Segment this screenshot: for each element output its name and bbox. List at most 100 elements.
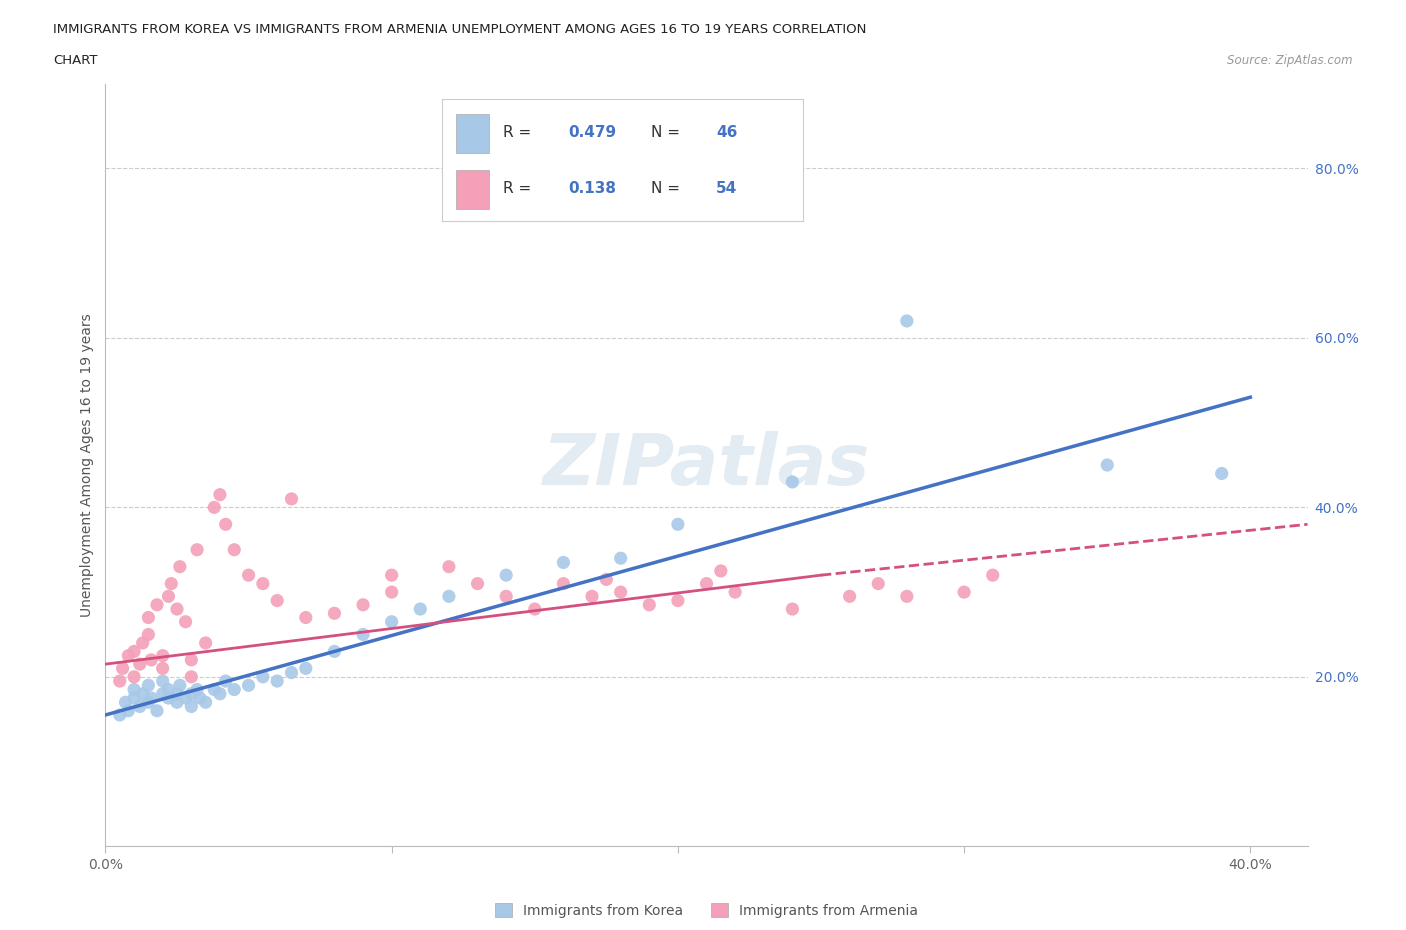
Point: [868, 577, 890, 591]
Point: [146, 703, 169, 718]
Point: [224, 682, 246, 697]
Text: ZIPatlas: ZIPatlas: [543, 431, 870, 499]
Point: [495, 589, 517, 604]
Point: [180, 670, 202, 684]
Point: [194, 635, 217, 650]
Legend: Immigrants from Korea, Immigrants from Armenia: Immigrants from Korea, Immigrants from A…: [495, 903, 918, 918]
Point: [146, 597, 169, 612]
Point: [128, 657, 150, 671]
Point: [131, 635, 153, 650]
Point: [252, 670, 274, 684]
Point: [437, 559, 460, 574]
Point: [122, 682, 145, 697]
Point: [782, 474, 804, 489]
Point: [128, 699, 150, 714]
Point: [553, 577, 575, 591]
Point: [180, 699, 202, 714]
Point: [595, 572, 617, 587]
Point: [352, 627, 374, 642]
Point: [238, 567, 260, 582]
Point: [141, 691, 163, 706]
Text: IMMIGRANTS FROM KOREA VS IMMIGRANTS FROM ARMENIA UNEMPLOYMENT AMONG AGES 16 TO 1: IMMIGRANTS FROM KOREA VS IMMIGRANTS FROM…: [53, 23, 868, 36]
Point: [553, 555, 575, 570]
Point: [166, 686, 188, 701]
Point: [838, 589, 860, 604]
Point: [138, 627, 160, 642]
Point: [202, 682, 225, 697]
Point: [138, 678, 160, 693]
Point: [180, 653, 202, 668]
Point: [117, 648, 139, 663]
Point: [214, 517, 236, 532]
Point: [152, 648, 174, 663]
Point: [666, 593, 689, 608]
Point: [437, 589, 460, 604]
Point: [467, 577, 489, 591]
Point: [238, 678, 260, 693]
Point: [174, 615, 197, 630]
Point: [953, 585, 976, 600]
Y-axis label: Unemployment Among Ages 16 to 19 years: Unemployment Among Ages 16 to 19 years: [80, 313, 94, 617]
Point: [782, 602, 804, 617]
Point: [122, 644, 145, 658]
Point: [638, 597, 661, 612]
Point: [131, 686, 153, 701]
Point: [122, 691, 145, 706]
Point: [108, 708, 131, 723]
Point: [186, 682, 208, 697]
Point: [696, 577, 718, 591]
Point: [323, 644, 346, 658]
Point: [1211, 466, 1233, 481]
Point: [381, 615, 404, 630]
Point: [896, 313, 918, 328]
Point: [141, 653, 163, 668]
Point: [111, 661, 134, 676]
Point: [208, 487, 231, 502]
Point: [724, 585, 747, 600]
Point: [157, 589, 180, 604]
Point: [174, 691, 197, 706]
Point: [609, 585, 631, 600]
Point: [166, 602, 188, 617]
Point: [208, 686, 231, 701]
Point: [280, 491, 302, 506]
Point: [609, 551, 631, 565]
Point: [352, 597, 374, 612]
Point: [323, 605, 346, 620]
Point: [266, 593, 288, 608]
Text: CHART: CHART: [53, 54, 98, 67]
Point: [122, 670, 145, 684]
Point: [194, 695, 217, 710]
Point: [108, 673, 131, 688]
Point: [381, 567, 404, 582]
Point: [160, 577, 183, 591]
Point: [252, 577, 274, 591]
Point: [138, 695, 160, 710]
Point: [409, 602, 432, 617]
Point: [981, 567, 1004, 582]
Point: [214, 673, 236, 688]
Point: [266, 673, 288, 688]
Point: [295, 610, 318, 625]
Point: [152, 686, 174, 701]
Point: [114, 695, 136, 710]
Point: [169, 559, 191, 574]
Point: [188, 691, 211, 706]
Point: [138, 610, 160, 625]
Point: [666, 517, 689, 532]
Point: [152, 673, 174, 688]
Point: [710, 564, 733, 578]
Point: [152, 661, 174, 676]
Point: [186, 542, 208, 557]
Point: [896, 589, 918, 604]
Point: [280, 665, 302, 680]
Point: [1095, 458, 1118, 472]
Point: [523, 602, 546, 617]
Point: [295, 661, 318, 676]
Point: [166, 695, 188, 710]
Text: Source: ZipAtlas.com: Source: ZipAtlas.com: [1227, 54, 1353, 67]
Point: [495, 567, 517, 582]
Point: [157, 682, 180, 697]
Point: [169, 678, 191, 693]
Point: [117, 703, 139, 718]
